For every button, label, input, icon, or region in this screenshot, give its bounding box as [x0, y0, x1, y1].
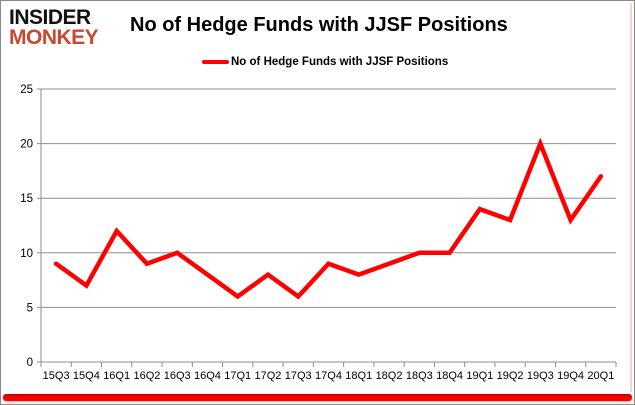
x-tick-label: 18Q1: [345, 370, 372, 382]
bottom-accent-bar: [3, 394, 632, 401]
y-tick-label: 25: [20, 84, 33, 96]
x-tick-label: 19Q3: [527, 370, 554, 382]
x-tick-label: 16Q1: [103, 370, 130, 382]
x-tick-label: 19Q2: [497, 370, 524, 382]
insider-monkey-logo: INSIDER MONKEY: [9, 6, 99, 49]
right-accent-edge: [630, 3, 632, 392]
y-tick-label: 5: [27, 302, 33, 314]
series-line: [53, 137, 604, 300]
x-tick-label: 16Q2: [133, 370, 160, 382]
x-tick-label: 18Q3: [406, 370, 433, 382]
x-tick-label: 16Q4: [194, 370, 221, 382]
x-tick-label: 19Q1: [466, 370, 493, 382]
x-tick-label: 15Q4: [73, 370, 100, 382]
x-tick-label: 17Q3: [285, 370, 312, 382]
chart-legend: No of Hedge Funds with JJSF Positions: [202, 56, 448, 68]
y-tick-label: 20: [20, 139, 33, 151]
x-tick-label: 20Q1: [587, 370, 614, 382]
logo-word-monkey: MONKEY: [9, 25, 99, 49]
x-tick-label: 19Q4: [557, 370, 584, 382]
x-tick-label: 17Q2: [255, 370, 282, 382]
x-tick-label: 17Q1: [224, 370, 251, 382]
x-tick-label: 18Q2: [376, 370, 403, 382]
x-tick-label: 18Q4: [436, 370, 463, 382]
y-tick-label: 15: [20, 193, 33, 205]
logo-word-insider: INSIDER: [9, 6, 91, 29]
x-tick-label: 16Q3: [164, 370, 191, 382]
y-tick-label: 0: [27, 357, 33, 369]
y-tick-label: 10: [20, 248, 33, 260]
legend-label: No of Hedge Funds with JJSF Positions: [231, 56, 449, 68]
x-tick-label: 15Q3: [43, 370, 70, 382]
page-title: No of Hedge Funds with JJSF Positions: [130, 14, 508, 36]
x-tick-label: 17Q4: [315, 370, 342, 382]
legend-line-swatch: [202, 59, 229, 65]
